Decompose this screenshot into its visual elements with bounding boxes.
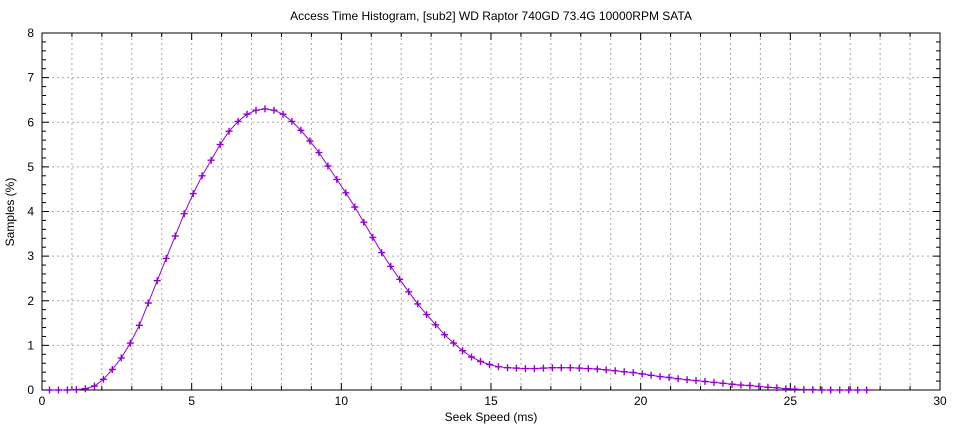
svg-text:10: 10 xyxy=(335,394,349,408)
svg-text:8: 8 xyxy=(27,26,34,40)
svg-text:15: 15 xyxy=(484,394,498,408)
chart-title: Access Time Histogram, [sub2] WD Raptor … xyxy=(290,9,692,23)
svg-text:20: 20 xyxy=(634,394,648,408)
svg-text:30: 30 xyxy=(933,394,947,408)
svg-text:5: 5 xyxy=(27,160,34,174)
svg-text:5: 5 xyxy=(188,394,195,408)
svg-text:1: 1 xyxy=(27,338,34,352)
x-axis-label: Seek Speed (ms) xyxy=(444,410,538,424)
svg-text:4: 4 xyxy=(27,205,34,219)
svg-text:2: 2 xyxy=(27,294,34,308)
svg-text:7: 7 xyxy=(27,71,34,85)
svg-text:0: 0 xyxy=(39,394,46,408)
svg-text:25: 25 xyxy=(784,394,798,408)
svg-text:0: 0 xyxy=(27,383,34,397)
svg-text:3: 3 xyxy=(27,249,34,263)
svg-text:6: 6 xyxy=(27,115,34,129)
